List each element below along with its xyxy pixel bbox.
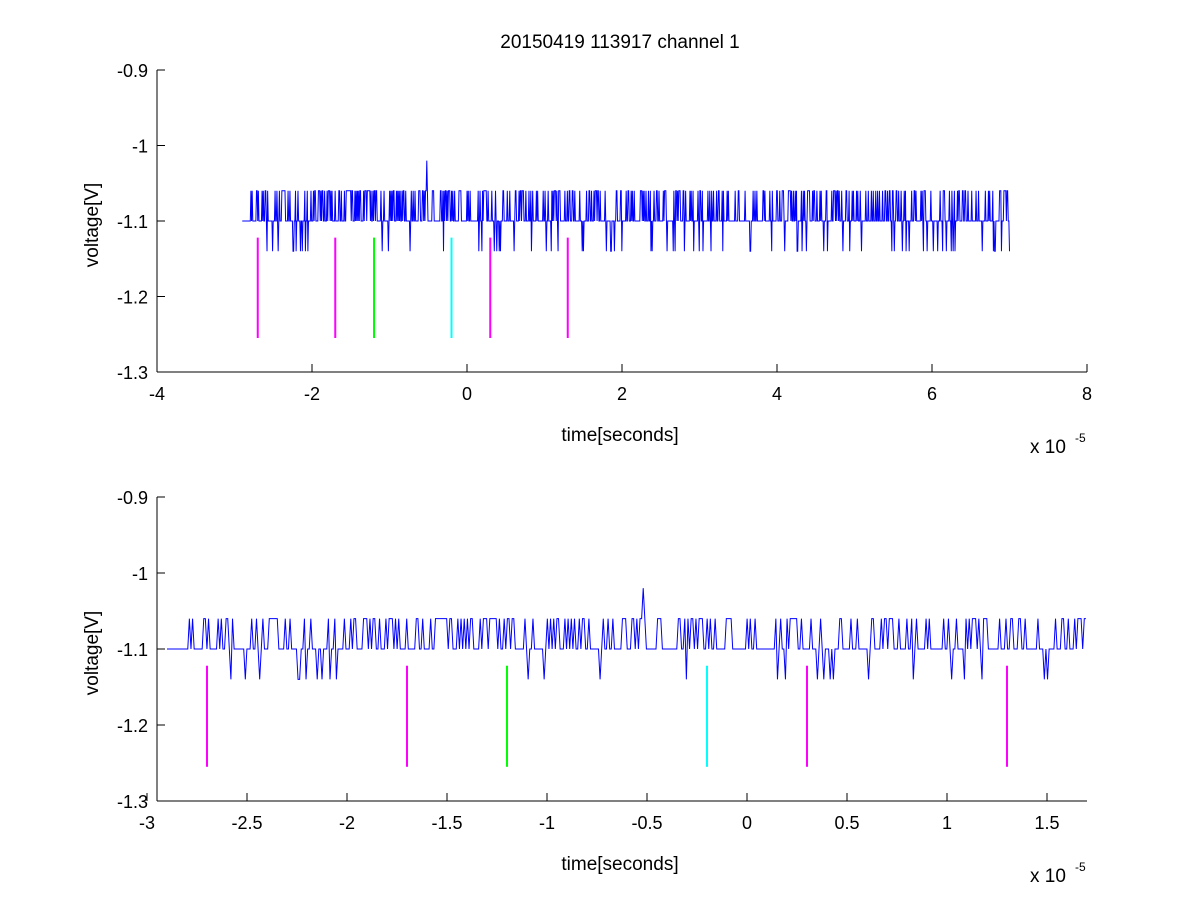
x-tick-label: 8 bbox=[1082, 384, 1092, 404]
x-tick-label: -1.5 bbox=[431, 813, 462, 833]
signal-trace bbox=[242, 160, 1010, 252]
y-tick-label: -1.1 bbox=[117, 212, 148, 232]
x-tick-label: 2 bbox=[617, 384, 627, 404]
x-tick-label: -2 bbox=[304, 384, 320, 404]
chart-title: 20150419 113917 channel 1 bbox=[500, 32, 740, 53]
y-tick-label: -1.2 bbox=[117, 288, 148, 308]
x-tick-label: -3 bbox=[139, 813, 155, 833]
y-tick-label: -1.3 bbox=[117, 792, 148, 812]
x-tick-label: 1.5 bbox=[1034, 813, 1059, 833]
y-tick-label: -1.1 bbox=[117, 640, 148, 660]
x-tick-label: 4 bbox=[772, 384, 782, 404]
x-axis-label: time[seconds] bbox=[561, 425, 678, 446]
x-exponent-value: -5 bbox=[1075, 860, 1086, 874]
x-exponent-value: -5 bbox=[1075, 431, 1086, 445]
x-tick-label: 1 bbox=[942, 813, 952, 833]
x-exponent-label: x 10 bbox=[1030, 866, 1066, 887]
x-tick-label: 0.5 bbox=[834, 813, 859, 833]
x-tick-label: -2.5 bbox=[231, 813, 262, 833]
x-tick-label: 0 bbox=[462, 384, 472, 404]
x-tick-label: -1 bbox=[539, 813, 555, 833]
signal-trace bbox=[167, 588, 1086, 680]
y-axis-label: voltage[V] bbox=[82, 183, 103, 268]
x-tick-label: -4 bbox=[149, 384, 165, 404]
y-tick-label: -1 bbox=[132, 137, 148, 157]
y-axis-label: voltage[V] bbox=[82, 611, 103, 696]
x-exponent-label: x 10 bbox=[1030, 437, 1066, 458]
x-tick-label: 0 bbox=[742, 813, 752, 833]
x-tick-label: 6 bbox=[927, 384, 937, 404]
x-tick-label: -2 bbox=[339, 813, 355, 833]
y-tick-label: -1 bbox=[132, 564, 148, 584]
y-tick-label: -1.3 bbox=[117, 363, 148, 383]
top-plot: -1.3 -1.2 -1.1 -1 -0.9 -4 -2 0 2 4 6 8 time[seconds]… bbox=[82, 61, 1092, 458]
x-tick-label: -0.5 bbox=[631, 813, 662, 833]
bottom-plot: -1.3 -1.2 -1.1 -1 -0.9 -3 -2.5 -2 -1.5 -1 -0.5 0 0.5… bbox=[82, 488, 1087, 887]
y-tick-label: -0.9 bbox=[117, 61, 148, 81]
y-tick-label: -0.9 bbox=[117, 488, 148, 508]
y-tick-label: -1.2 bbox=[117, 716, 148, 736]
x-axis-label: time[seconds] bbox=[561, 854, 678, 875]
